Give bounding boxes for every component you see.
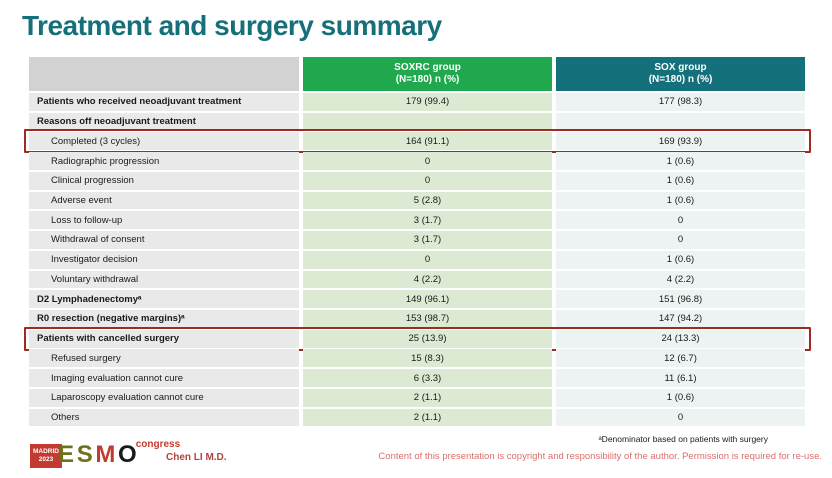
header-sox-line1: SOX group	[654, 61, 707, 73]
row-label: Laparoscopy evaluation cannot cure	[29, 388, 299, 407]
table-header: SOXRC group (N=180) n (%) SOX group (N=1…	[29, 57, 805, 91]
row-value-soxrc: 4 (2.2)	[303, 270, 552, 289]
table-row: Investigator decision 0 1 (0.6)	[29, 250, 805, 269]
row-value-sox: 177 (98.3)	[556, 92, 805, 111]
row-value-sox: 147 (94.2)	[556, 309, 805, 328]
row-value-sox: 24 (13.3)	[556, 329, 805, 348]
esmo-wordmark: E S M O	[58, 441, 137, 468]
row-value-sox	[556, 112, 805, 131]
table-row: Reasons off neoadjuvant treatment	[29, 112, 805, 131]
row-value-sox: 1 (0.6)	[556, 250, 805, 269]
header-soxrc-line1: SOXRC group	[394, 61, 461, 73]
row-label: Withdrawal of consent	[29, 231, 299, 249]
table-row: Adverse event 5 (2.8) 1 (0.6)	[29, 191, 805, 210]
row-value-sox: 0	[556, 231, 805, 249]
row-value-sox: 1 (0.6)	[556, 171, 805, 190]
row-value-soxrc: 15 (8.3)	[303, 349, 552, 368]
row-value-sox: 169 (93.9)	[556, 132, 805, 151]
esmo-letter-o: O	[118, 441, 137, 468]
header-soxrc-group: SOXRC group (N=180) n (%)	[303, 57, 552, 91]
row-value-soxrc: 179 (99.4)	[303, 92, 552, 111]
table-row: Imaging evaluation cannot cure 6 (3.3) 1…	[29, 369, 805, 388]
row-label: Patients who received neoadjuvant treatm…	[29, 92, 299, 111]
row-label: Reasons off neoadjuvant treatment	[29, 112, 299, 131]
row-value-soxrc: 0	[303, 152, 552, 170]
page-title: Treatment and surgery summary	[22, 10, 442, 41]
row-value-soxrc: 164 (91.1)	[303, 132, 552, 151]
row-label: Investigator decision	[29, 250, 299, 269]
row-value-soxrc: 25 (13.9)	[303, 329, 552, 348]
table-row: Completed (3 cycles) 164 (91.1) 169 (93.…	[24, 129, 811, 154]
footnote: ᵃDenominator based on patients with surg…	[598, 434, 768, 444]
row-value-sox: 12 (6.7)	[556, 349, 805, 368]
table-row: Others 2 (1.1) 0	[29, 408, 805, 427]
madrid-2023-badge: MADRID 2023	[30, 444, 62, 468]
congress-label: congress	[135, 439, 181, 450]
summary-table: SOXRC group (N=180) n (%) SOX group (N=1…	[24, 57, 811, 427]
row-value-soxrc: 0	[303, 250, 552, 269]
badge-year: 2023	[38, 455, 54, 463]
row-label: Others	[29, 408, 299, 427]
table-row: Patients who received neoadjuvant treatm…	[29, 92, 805, 111]
row-label: Completed (3 cycles)	[29, 132, 299, 151]
header-empty-cell	[29, 57, 299, 91]
row-label: Loss to follow-up	[29, 211, 299, 230]
table-row: Clinical progression 0 1 (0.6)	[29, 171, 805, 190]
table-row: Voluntary withdrawal 4 (2.2) 4 (2.2)	[29, 270, 805, 289]
row-value-soxrc: 2 (1.1)	[303, 388, 552, 407]
table-row: Refused surgery 15 (8.3) 12 (6.7)	[29, 349, 805, 368]
table-row: D2 Lymphadenectomyᵃ 149 (96.1) 151 (96.8…	[29, 290, 805, 309]
row-value-sox: 4 (2.2)	[556, 270, 805, 289]
esmo-letter-e: E	[58, 441, 74, 468]
table-body: Patients who received neoadjuvant treatm…	[24, 91, 811, 427]
row-label: Patients with cancelled surgery	[29, 329, 299, 348]
row-label: Voluntary withdrawal	[29, 270, 299, 289]
header-sox-line2: (N=180) n (%)	[648, 74, 713, 85]
row-value-soxrc: 3 (1.7)	[303, 231, 552, 249]
row-value-sox: 11 (6.1)	[556, 369, 805, 388]
esmo-congress-logo: MADRID 2023 E S M O congress	[30, 437, 180, 468]
table-row: R0 resection (negative margins)ᵃ 153 (98…	[29, 309, 805, 328]
row-value-sox: 1 (0.6)	[556, 388, 805, 407]
row-value-soxrc: 5 (2.8)	[303, 191, 552, 210]
presenter-name: Chen LI M.D.	[166, 452, 227, 463]
header-sox-group: SOX group (N=180) n (%)	[556, 57, 805, 91]
row-value-soxrc: 0	[303, 171, 552, 190]
header-soxrc-line2: (N=180) n (%)	[395, 74, 460, 85]
row-label: D2 Lymphadenectomyᵃ	[29, 290, 299, 309]
table-row: Loss to follow-up 3 (1.7) 0	[29, 211, 805, 230]
row-value-sox: 0	[556, 408, 805, 427]
copyright-notice: Content of this presentation is copyrigh…	[378, 451, 822, 462]
row-label: Clinical progression	[29, 171, 299, 190]
row-label: Radiographic progression	[29, 152, 299, 170]
row-value-sox: 1 (0.6)	[556, 191, 805, 210]
row-label: Refused surgery	[29, 349, 299, 368]
row-value-soxrc: 2 (1.1)	[303, 408, 552, 427]
badge-city: MADRID	[33, 448, 59, 455]
table-row: Patients with cancelled surgery 25 (13.9…	[24, 326, 811, 351]
esmo-letter-m: M	[95, 441, 115, 468]
row-label: Imaging evaluation cannot cure	[29, 369, 299, 388]
row-value-sox: 151 (96.8)	[556, 290, 805, 309]
row-value-soxrc: 149 (96.1)	[303, 290, 552, 309]
row-value-soxrc: 6 (3.3)	[303, 369, 552, 388]
row-label: R0 resection (negative margins)ᵃ	[29, 309, 299, 328]
table-row: Withdrawal of consent 3 (1.7) 0	[29, 231, 805, 249]
table-row: Radiographic progression 0 1 (0.6)	[29, 152, 805, 170]
esmo-letter-s: S	[76, 441, 93, 468]
table-row: Laparoscopy evaluation cannot cure 2 (1.…	[29, 388, 805, 407]
row-value-soxrc: 3 (1.7)	[303, 211, 552, 230]
row-label: Adverse event	[29, 191, 299, 210]
row-value-soxrc: 153 (98.7)	[303, 309, 552, 328]
row-value-sox: 1 (0.6)	[556, 152, 805, 170]
row-value-soxrc	[303, 112, 552, 131]
row-value-sox: 0	[556, 211, 805, 230]
